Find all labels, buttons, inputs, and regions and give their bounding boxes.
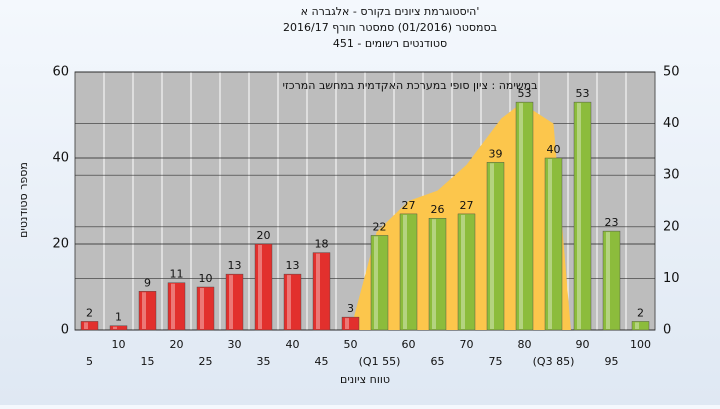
value-label: 9 bbox=[144, 276, 151, 289]
value-label: 23 bbox=[605, 216, 619, 229]
bar bbox=[80, 321, 99, 331]
value-label: 27 bbox=[460, 199, 474, 212]
x-tick-label: 25 bbox=[199, 355, 213, 368]
bar bbox=[312, 252, 331, 331]
y2-tick-label: 0 bbox=[663, 323, 671, 338]
x-tick-label: (Q3 85) bbox=[533, 355, 575, 368]
bar bbox=[631, 321, 650, 331]
bar bbox=[109, 325, 128, 331]
y2-tick-label: 10 bbox=[663, 271, 680, 286]
y-axis-label: מספר סטודנטים bbox=[17, 162, 30, 238]
bar bbox=[602, 230, 621, 331]
y-tick-label: 60 bbox=[52, 65, 69, 80]
value-label: 3 bbox=[347, 302, 354, 315]
bar bbox=[457, 213, 476, 331]
value-label: 40 bbox=[547, 143, 561, 156]
value-label: 11 bbox=[170, 268, 184, 281]
bar bbox=[544, 157, 563, 331]
x-tick-label: 45 bbox=[315, 355, 329, 368]
value-label: 18 bbox=[315, 238, 329, 251]
x-tick-label: 40 bbox=[286, 338, 300, 351]
x-tick-label: 70 bbox=[460, 338, 474, 351]
x-tick-label: 100 bbox=[630, 338, 651, 351]
bar bbox=[167, 282, 186, 331]
annotation: במשימה : ציון סופי במערכת האקדמית במחשב … bbox=[283, 79, 538, 92]
y-tick-label: 0 bbox=[61, 323, 69, 338]
bar bbox=[225, 273, 244, 331]
x-axis-label: טווח ציונים bbox=[340, 373, 390, 386]
value-label: 39 bbox=[489, 147, 503, 160]
value-label: 22 bbox=[373, 220, 387, 233]
value-label: 10 bbox=[199, 272, 213, 285]
bar bbox=[283, 273, 302, 331]
value-label: 13 bbox=[228, 259, 242, 272]
x-tick-label: 90 bbox=[576, 338, 590, 351]
value-label: 53 bbox=[518, 87, 532, 100]
x-tick-label: 60 bbox=[402, 338, 416, 351]
x-tick-label: 10 bbox=[112, 338, 126, 351]
y2-tick-label: 20 bbox=[663, 219, 680, 234]
value-label: 20 bbox=[257, 229, 271, 242]
value-label: 1 bbox=[115, 311, 122, 324]
x-tick-label: (Q1 55) bbox=[359, 355, 401, 368]
x-tick-label: 95 bbox=[605, 355, 619, 368]
bar bbox=[370, 235, 389, 331]
bar bbox=[341, 316, 360, 331]
value-label: 53 bbox=[576, 87, 590, 100]
y2-tick-label: 30 bbox=[663, 168, 680, 183]
value-label: 26 bbox=[431, 203, 445, 216]
x-tick-label: 15 bbox=[141, 355, 155, 368]
x-tick-label: 20 bbox=[170, 338, 184, 351]
x-tick-label: 30 bbox=[228, 338, 242, 351]
y-tick-label: 20 bbox=[52, 237, 69, 252]
y-tick-label: 40 bbox=[52, 151, 69, 166]
bar bbox=[196, 286, 215, 331]
x-tick-label: 50 bbox=[344, 338, 358, 351]
value-label: 2 bbox=[637, 306, 644, 319]
x-tick-label: 5 bbox=[86, 355, 93, 368]
bar bbox=[428, 217, 447, 331]
chart-title: היסטוגרמת ציונים בקורס - אלגברה א' bbox=[301, 5, 480, 18]
bar bbox=[573, 101, 592, 331]
y2-tick-label: 40 bbox=[663, 116, 680, 131]
bar bbox=[254, 243, 273, 331]
x-tick-label: 75 bbox=[489, 355, 503, 368]
value-label: 2 bbox=[86, 306, 93, 319]
chart-subtitle: סטודנטים רשומים - 451 bbox=[333, 37, 447, 50]
y2-tick-label: 50 bbox=[663, 65, 680, 80]
bar bbox=[515, 101, 534, 331]
bar bbox=[486, 162, 505, 331]
x-tick-label: 35 bbox=[257, 355, 271, 368]
bar bbox=[138, 291, 157, 331]
x-tick-label: 80 bbox=[518, 338, 532, 351]
x-tick-label: 65 bbox=[431, 355, 445, 368]
chart-subtitle: בסמסטר (01/2016) סמסטר חורף 2016/17 bbox=[283, 21, 497, 34]
value-label: 13 bbox=[286, 259, 300, 272]
value-label: 27 bbox=[402, 199, 416, 212]
bar bbox=[399, 213, 418, 331]
